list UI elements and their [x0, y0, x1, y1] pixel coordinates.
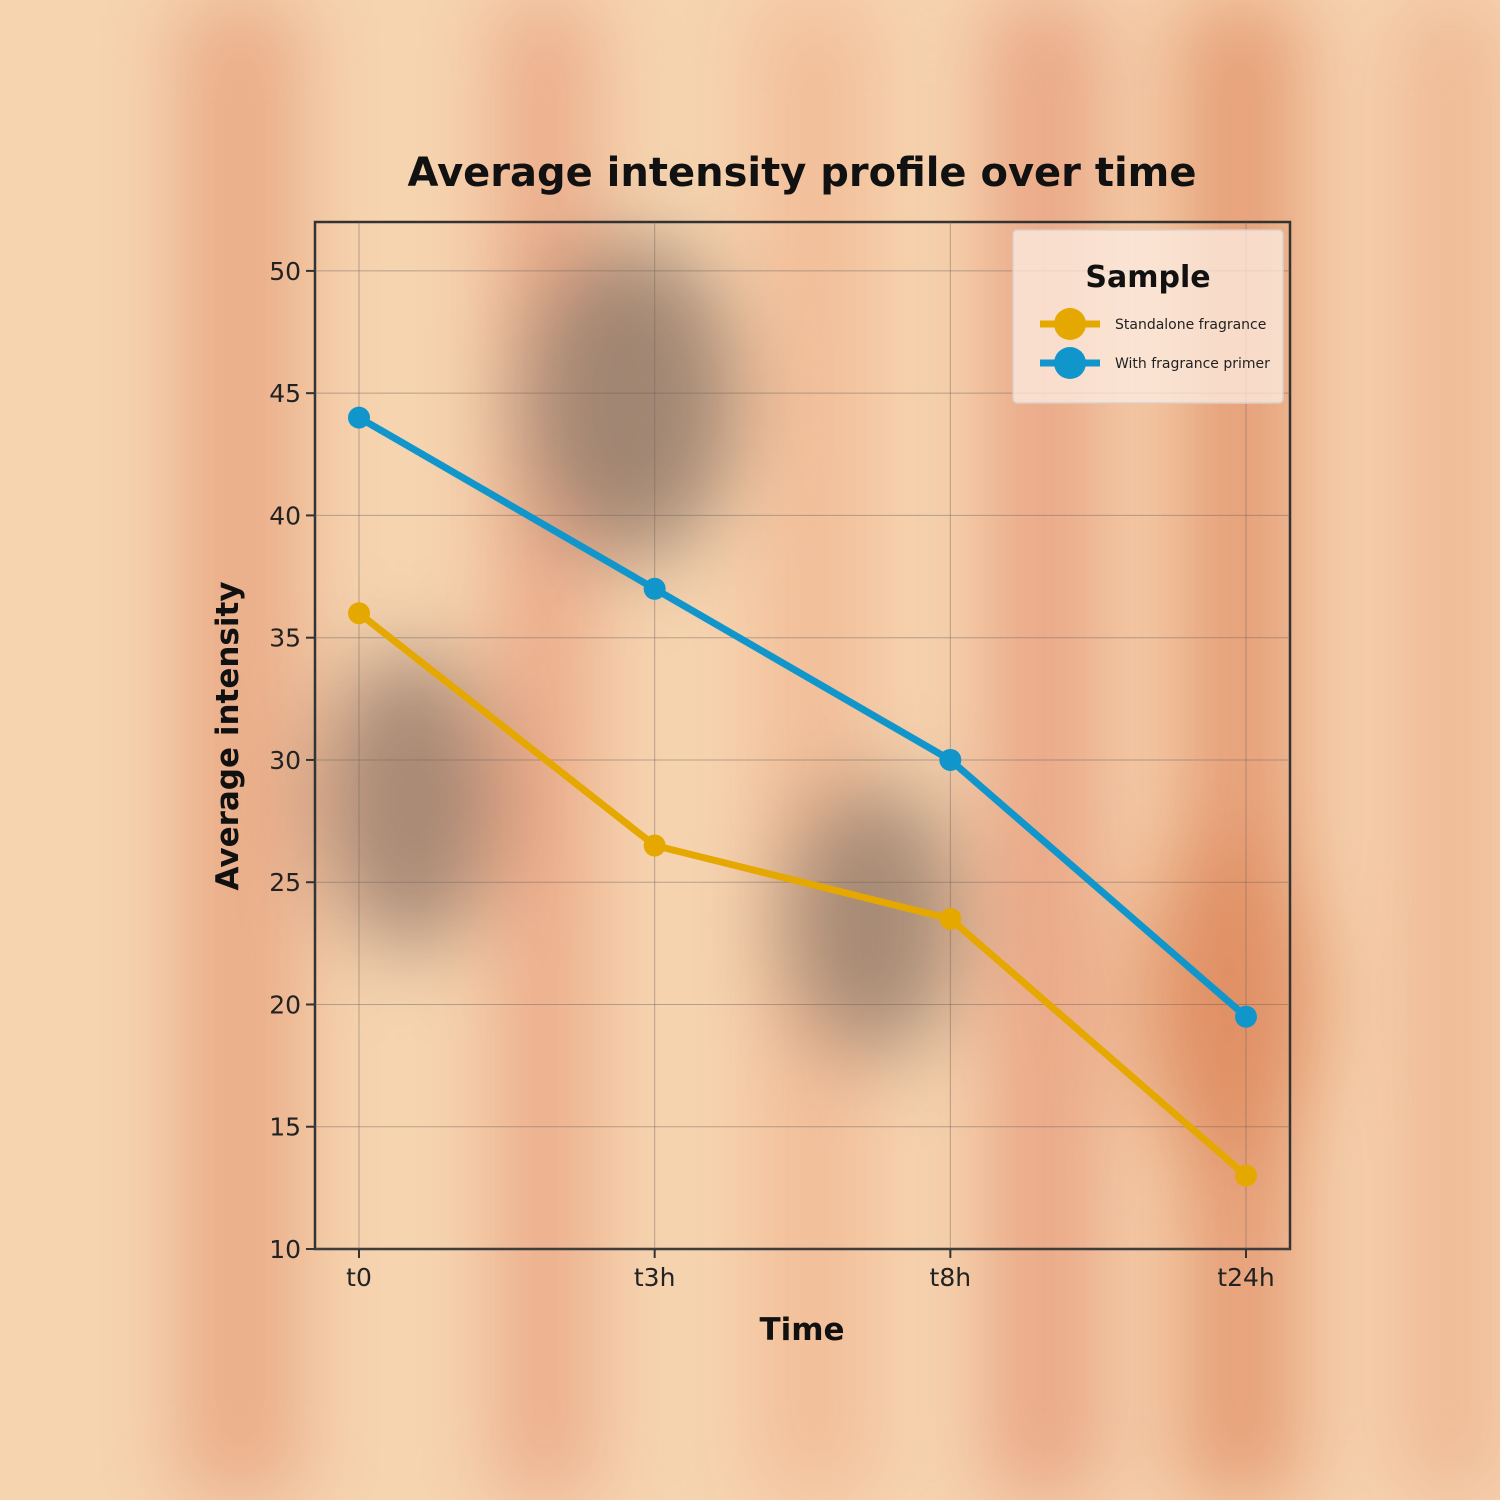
legend-entry: Standalone fragrance — [1040, 308, 1266, 340]
series-1 — [348, 602, 1257, 1187]
series-2 — [348, 406, 1257, 1028]
x-axis-title: Time — [759, 1312, 844, 1348]
y-tick-label: 35 — [269, 624, 301, 653]
x-tick-label: t0 — [346, 1263, 372, 1292]
data-point — [643, 577, 666, 600]
data-point — [939, 748, 962, 771]
data-point — [1235, 1005, 1257, 1028]
legend-marker-icon — [1054, 308, 1086, 340]
legend-entry: With fragrance primer — [1040, 347, 1270, 379]
data-point — [348, 602, 370, 625]
legend-label: Standalone fragrance — [1115, 317, 1266, 333]
data-point — [643, 834, 666, 857]
series-line — [355, 414, 1250, 1021]
series-lines — [348, 406, 1257, 1187]
y-tick-label: 10 — [269, 1235, 301, 1264]
data-point — [939, 907, 962, 930]
y-axis: 10 15 20 25 30 35 40 45 50 — [269, 257, 315, 1264]
y-axis-title: Average intensity — [210, 581, 246, 890]
legend-marker-icon — [1054, 347, 1086, 379]
y-tick-label: 25 — [269, 868, 301, 897]
x-tick-label: t24h — [1217, 1263, 1274, 1292]
y-tick-label: 20 — [269, 990, 301, 1019]
y-tick-label: 50 — [269, 257, 301, 286]
x-axis: t0 t3h t8h t24h — [346, 1249, 1275, 1292]
y-tick-label: 45 — [269, 379, 301, 408]
y-tick-label: 40 — [269, 501, 301, 530]
legend-label: With fragrance primer — [1115, 356, 1270, 372]
plot-area — [313, 220, 1292, 1251]
x-tick-label: t3h — [634, 1263, 676, 1292]
data-point — [1235, 1164, 1257, 1187]
y-tick-label: 30 — [269, 746, 301, 775]
y-tick-label: 15 — [269, 1113, 301, 1142]
series-line — [355, 609, 1250, 1180]
legend-entries: Standalone fragrance With fragrance prime… — [1040, 308, 1270, 379]
legend-title: Sample — [1085, 260, 1210, 295]
data-point — [348, 406, 370, 429]
chart-title: Average intensity profile over time — [408, 150, 1197, 196]
legend: Sample Standalone fragrance With fragranc… — [1012, 229, 1284, 404]
x-tick-label: t8h — [930, 1263, 972, 1292]
